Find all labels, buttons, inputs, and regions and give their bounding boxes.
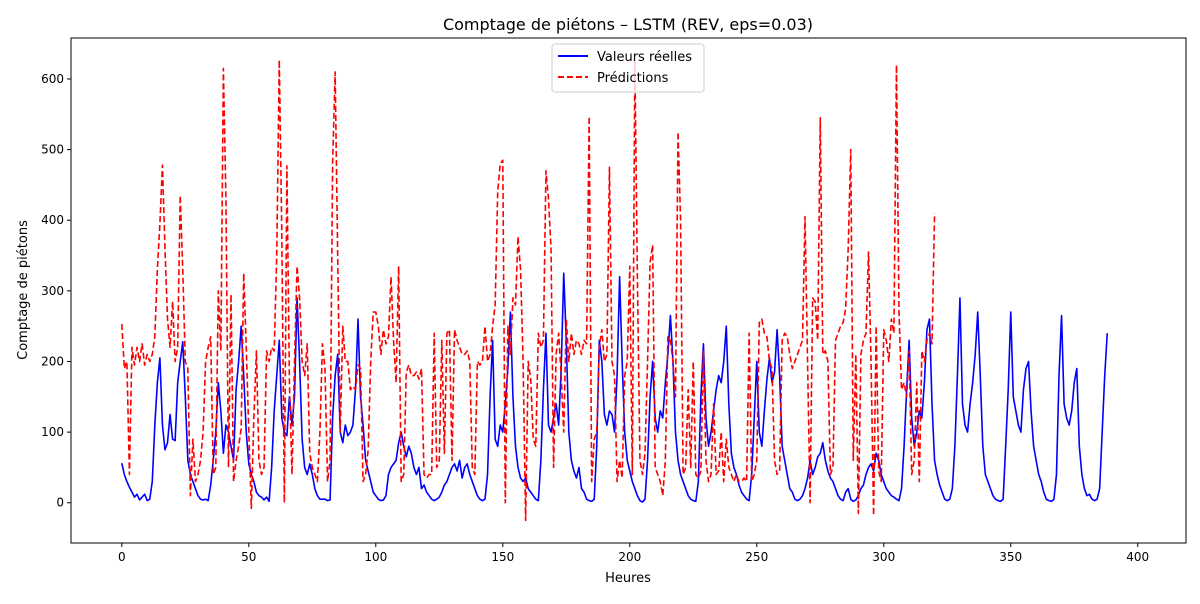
y-axis-label: Comptage de piétons (16, 220, 31, 360)
y-tick-label: 500 (41, 143, 64, 157)
legend-label-actual: Valeurs réelles (597, 50, 692, 65)
x-tick-label: 400 (1126, 550, 1149, 564)
x-tick-label: 350 (999, 550, 1022, 564)
y-tick-label: 100 (41, 425, 64, 439)
x-tick-label: 300 (872, 550, 895, 564)
series-line-predictions (121, 59, 936, 522)
x-tick-label: 50 (241, 550, 256, 564)
legend-box (551, 43, 705, 93)
y-tick-label: 300 (41, 284, 64, 298)
y-tick-label: 200 (41, 354, 64, 368)
x-tick-label: 150 (491, 550, 514, 564)
legend-label-predictions: Prédictions (597, 71, 669, 86)
y-tick-label: 0 (56, 496, 64, 510)
x-axis: 0 50 100 150 200 250 300 350 400 (118, 543, 1149, 564)
y-tick-label: 600 (41, 72, 64, 86)
x-tick-label: 0 (118, 550, 126, 564)
y-axis: 0 100 200 300 400 500 600 (41, 72, 71, 510)
series-line-actual (121, 272, 1109, 503)
chart-title: Comptage de piétons – LSTM (REV, eps=0.0… (443, 15, 813, 34)
y-tick-label: 400 (41, 213, 64, 227)
x-axis-label: Heures (605, 571, 651, 586)
plot-area (71, 38, 1186, 543)
legend: Valeurs réelles Prédictions (551, 43, 705, 93)
series-layer (121, 59, 1109, 522)
x-tick-label: 200 (618, 550, 641, 564)
x-tick-label: 100 (364, 550, 387, 564)
x-tick-label: 250 (745, 550, 768, 564)
